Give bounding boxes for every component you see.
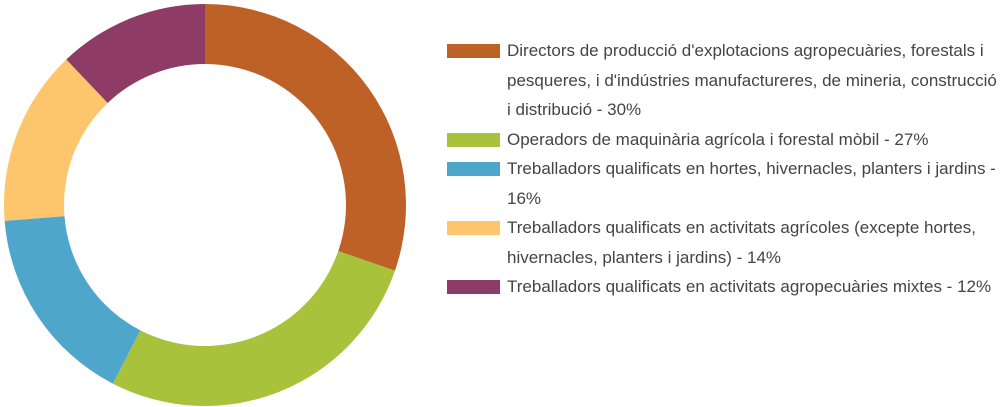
donut-segment [3,59,108,221]
legend-label: Treballadors qualificats en activitats a… [507,277,992,296]
legend-label: Treballadors qualificats en hortes, hive… [507,159,996,208]
donut-segment [66,4,205,103]
legend-swatch [447,221,500,235]
legend-label: Treballadors qualificats en activitats a… [507,218,976,267]
legend-swatch [447,162,500,176]
donut-segment [205,4,406,271]
donut-segment [112,251,395,407]
legend: Directors de producció d'explotacions ag… [447,36,1002,302]
donut-chart [3,4,406,407]
legend-label: Directors de producció d'explotacions ag… [507,41,997,119]
legend-item: Treballadors qualificats en activitats a… [447,213,1002,272]
legend-item: Operadors de maquinària agrícola i fores… [447,125,1002,155]
legend-label: Operadors de maquinària agrícola i fores… [507,129,929,149]
legend-item: Treballadors qualificats en activitats a… [447,272,1002,302]
donut-segment [4,216,141,384]
legend-item: Treballadors qualificats en hortes, hive… [447,154,1002,213]
legend-swatch [447,44,500,58]
legend-swatch [447,132,500,147]
legend-item: Directors de producció d'explotacions ag… [447,36,1002,125]
legend-swatch [447,280,500,294]
